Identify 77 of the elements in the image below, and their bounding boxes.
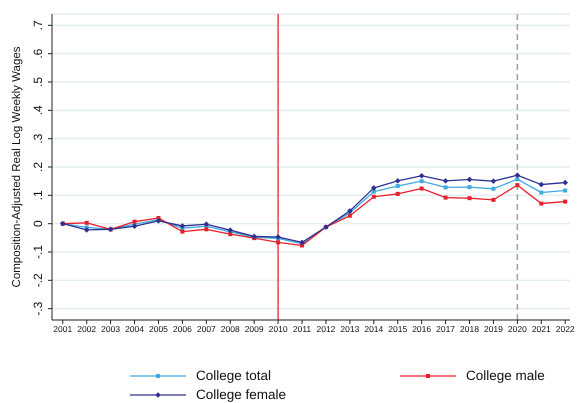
x-tick-label: 2004 [125, 324, 144, 334]
point [132, 223, 138, 230]
x-tick-label: 2003 [101, 324, 120, 334]
x-tick-label: 2015 [388, 324, 408, 334]
x-tick-label: 2013 [340, 324, 360, 334]
point [420, 179, 424, 184]
point [515, 183, 520, 188]
point [444, 196, 448, 200]
x-tick-label: 2022 [556, 324, 575, 334]
legend-label: College total [196, 368, 272, 383]
point [418, 172, 424, 179]
x-tick-label: 2016 [412, 324, 432, 334]
x-tick-label: 2002 [77, 324, 96, 334]
x-tick-label: 2019 [484, 324, 504, 334]
point [227, 227, 234, 233]
point [132, 220, 137, 224]
x-tick-label: 2007 [196, 324, 216, 334]
y-tick-label: .4 [31, 105, 45, 116]
point [491, 186, 496, 191]
x-tick-label: 2014 [364, 324, 384, 334]
x-tick-label: 2006 [172, 324, 192, 334]
point [468, 196, 472, 200]
x-tick-label: 2008 [220, 324, 240, 334]
y-tick-label: .7 [31, 20, 45, 30]
point [180, 230, 184, 234]
x-tick-label: 2011 [292, 324, 312, 334]
point [563, 188, 568, 193]
point [371, 185, 377, 191]
point [372, 194, 376, 199]
legend-label: College female [196, 387, 286, 402]
x-tick-label: 2017 [436, 324, 456, 334]
point [538, 182, 544, 188]
point [490, 178, 496, 184]
point [539, 202, 544, 206]
x-tick-label: 2001 [53, 324, 72, 334]
point [491, 198, 496, 202]
point [396, 184, 400, 188]
y-tick-label: .1 [31, 190, 45, 200]
x-tick-label: 2005 [149, 324, 168, 334]
x-tick-label: 2021 [532, 324, 552, 334]
point [468, 185, 472, 190]
point [228, 232, 232, 236]
y-tick-label: .5 [31, 76, 45, 88]
x-tick-label: 2009 [244, 324, 264, 334]
point [204, 221, 210, 228]
point [515, 177, 520, 182]
point [563, 200, 568, 204]
legend-label: College male [466, 368, 545, 383]
point [180, 223, 186, 229]
y-tick-label: -.1 [31, 244, 45, 260]
point [347, 208, 353, 214]
point [562, 180, 568, 186]
y-tick-label: 0 [31, 220, 45, 228]
point [276, 240, 280, 244]
point [442, 178, 448, 184]
point [394, 178, 401, 184]
point [539, 190, 544, 194]
y-tick-label: -.3 [31, 301, 45, 316]
point [204, 227, 208, 232]
x-tick-label: 2012 [316, 324, 336, 334]
y-tick-label: -.2 [31, 273, 45, 288]
y-tick-label: .2 [31, 162, 45, 172]
point [514, 172, 520, 178]
point [444, 185, 448, 190]
x-tick-label: 2020 [508, 324, 528, 334]
point [84, 220, 89, 225]
y-tick-label: .6 [31, 48, 45, 59]
point [396, 192, 400, 196]
point [466, 176, 472, 182]
point [420, 186, 424, 191]
y-tick-label: .3 [31, 133, 45, 144]
point [372, 190, 376, 194]
x-tick-label: 2010 [268, 324, 288, 334]
x-tick-label: 2018 [460, 324, 480, 334]
y-axis-title: Composition-Adjusted Real Log Weekly Wages [11, 46, 24, 288]
point [84, 227, 90, 233]
point [348, 214, 352, 218]
